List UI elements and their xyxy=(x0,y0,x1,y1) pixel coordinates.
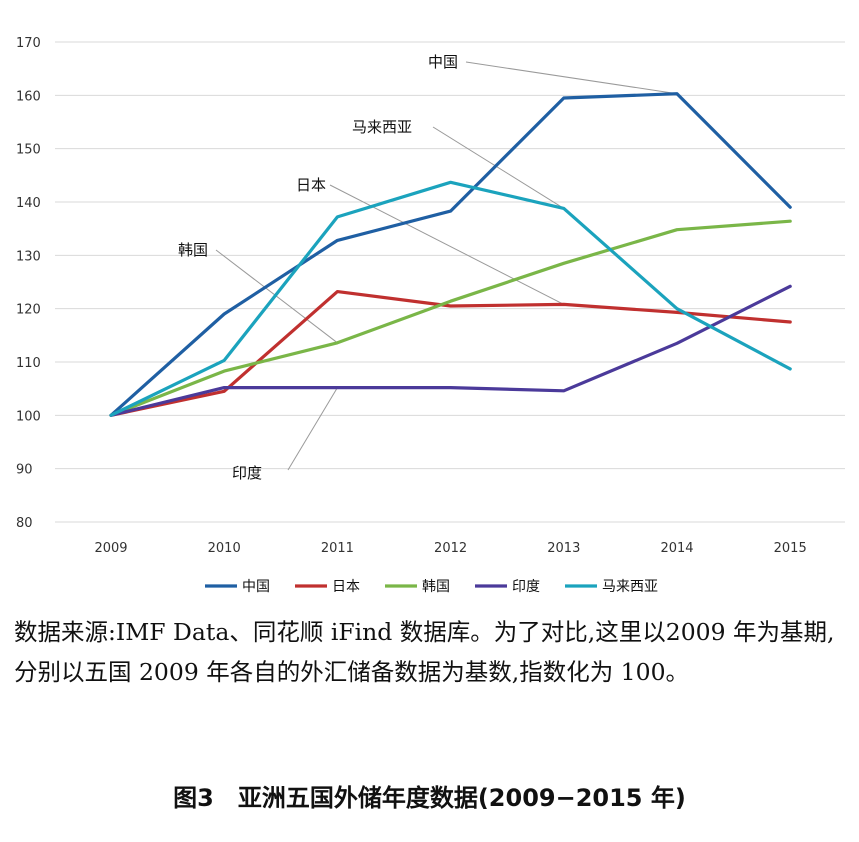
y-tick-label: 90 xyxy=(16,463,33,478)
source-note: 数据来源:IMF Data、同花顺 iFind 数据库。为了对比,这里以2009… xyxy=(14,618,835,686)
series-line xyxy=(109,290,792,417)
x-tick-label: 2010 xyxy=(208,541,241,556)
figure-caption: 图3 亚洲五国外储年度数据(2009−2015 年) xyxy=(173,784,686,812)
annotation-label: 日本 xyxy=(296,176,326,194)
x-tick-label: 2012 xyxy=(434,541,467,556)
gridlines xyxy=(55,41,845,523)
legend-label: 日本 xyxy=(332,579,360,595)
y-tick-label: 120 xyxy=(16,303,41,318)
series-lines xyxy=(109,92,792,417)
y-tick-label: 140 xyxy=(16,196,41,211)
annotation-leader xyxy=(465,61,678,95)
y-tick-label: 160 xyxy=(16,89,41,104)
annotation-label: 中国 xyxy=(428,53,458,71)
annotation-leader xyxy=(287,387,338,471)
annotation-label: 印度 xyxy=(232,464,262,482)
x-tick-label: 2015 xyxy=(774,541,807,556)
line-chart: 80 90 100 110 120 130 140 150 160 170 2009 2010 201… xyxy=(16,36,845,595)
y-axis-ticks: 80 90 100 110 120 130 140 150 160 170 xyxy=(16,36,41,531)
x-tick-label: 2013 xyxy=(547,541,580,556)
series-line xyxy=(109,180,792,417)
annotation-leader xyxy=(329,184,565,305)
y-tick-label: 100 xyxy=(16,409,41,424)
x-tick-label: 2014 xyxy=(660,541,693,556)
annotation-label: 马来西亚 xyxy=(352,118,412,136)
x-axis-ticks: 2009 2010 2011 2012 2013 2014 2015 xyxy=(94,541,806,556)
legend-label: 印度 xyxy=(512,579,540,595)
annotation-leader-lines xyxy=(215,61,678,471)
legend-label: 韩国 xyxy=(422,579,450,595)
legend-label: 中国 xyxy=(242,579,270,595)
series-line xyxy=(109,284,792,417)
y-tick-label: 130 xyxy=(16,249,41,264)
annotation-label: 韩国 xyxy=(178,241,208,259)
series-line xyxy=(109,92,792,417)
y-tick-label: 110 xyxy=(16,356,41,371)
y-tick-label: 150 xyxy=(16,143,41,158)
y-tick-label: 80 xyxy=(16,516,33,531)
legend: 中国 日本 韩国 印度 马来西亚 xyxy=(205,579,658,595)
x-tick-label: 2011 xyxy=(321,541,354,556)
annotation-leader xyxy=(432,126,565,209)
y-tick-label: 170 xyxy=(16,36,41,51)
x-tick-label: 2009 xyxy=(94,541,127,556)
series-line xyxy=(109,219,792,417)
legend-label: 马来西亚 xyxy=(602,579,658,595)
